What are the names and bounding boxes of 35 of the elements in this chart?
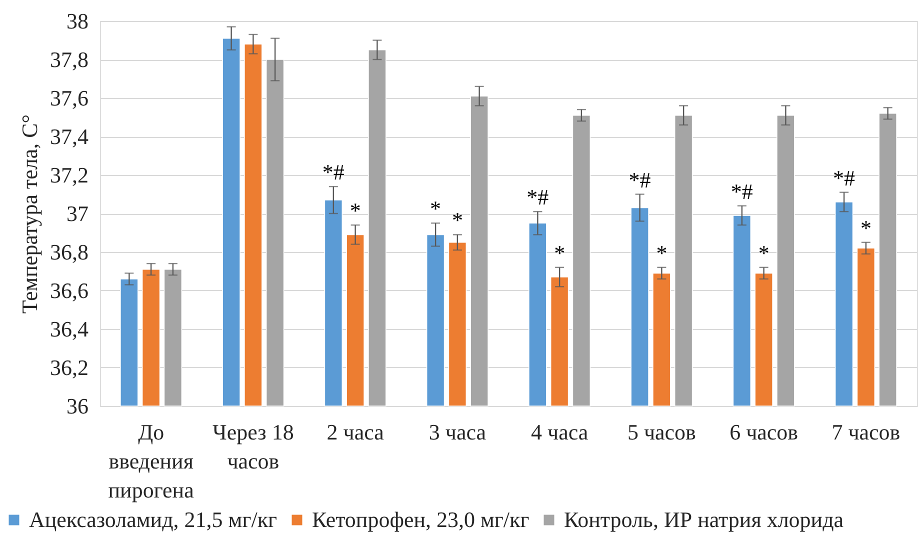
data-label: * [758,240,770,266]
data-label: * [860,215,872,240]
data-label: * [350,198,361,224]
data-label: *# [730,178,753,204]
y-tick-label: 37,4 [50,124,88,149]
y-tick-label: 37,2 [50,162,88,188]
x-tick-label: 3 часа [428,420,486,444]
x-tick-label: Через 18 часов [212,420,294,474]
data-label: *# [526,184,549,210]
y-tick-label: 38 [66,8,88,34]
data-label: * [656,240,668,266]
y-tick-label: 36,6 [50,278,88,303]
legend-label: Контроль, ИР натрия хлорида [564,507,844,532]
data-label: *# [833,165,856,190]
x-tick-label: 4 часа [530,420,588,444]
x-tick-label: До введения пирогена [108,420,194,502]
legend-label: Кетопрофен, 23,0 мг/кг [312,507,530,532]
data-label: *# [322,160,344,185]
x-tick-label: 7 часов [832,420,900,444]
x-tick-label: 6 часов [730,420,798,444]
y-tick-label: 37,6 [50,86,88,110]
y-tick-label: 37,8 [50,47,88,72]
y-tick-label: 36,2 [50,355,88,380]
legend-label: Ацексазоламид, 21,5 мг/кг [29,507,278,532]
y-tick-label: 37 [66,201,88,226]
data-label: *# [628,167,651,192]
y-tick-label: 36,8 [50,240,88,264]
y-axis-title: Температура тела, С° [17,114,42,314]
x-tick-label: 5 часов [627,420,696,444]
data-label: * [452,208,463,233]
y-tick-label: 36,4 [50,316,88,342]
x-tick-label: 2 часа [326,420,384,444]
data-label: * [554,240,566,266]
data-label: * [430,196,442,222]
y-tick-label: 36 [66,394,88,418]
